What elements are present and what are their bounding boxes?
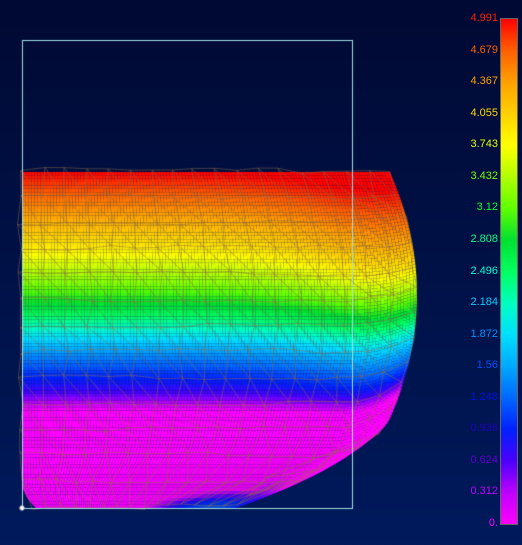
legend-tick: 3.743 [450,139,498,150]
contour-canvas [0,0,522,545]
legend-tick: 1.872 [450,329,498,340]
legend-tick: 4.367 [450,76,498,87]
legend-tick: 3.432 [450,171,498,182]
legend-tick: 4.679 [450,45,498,56]
legend-tick: 2.496 [450,266,498,277]
legend-labels: 4.9914.6794.3674.0553.7433.4323.122.8082… [450,18,498,523]
legend-tick: 0. [450,518,498,529]
legend-tick: 1.248 [450,392,498,403]
legend-tick: 4.991 [450,13,498,24]
legend-tick: 0.936 [450,423,498,434]
color-legend: 4.9914.6794.3674.0553.7433.4323.122.8082… [448,18,518,528]
legend-tick: 0.624 [450,455,498,466]
legend-color-bar [500,18,518,525]
legend-tick: 1.56 [450,360,498,371]
fem-contour-plot: 4.991 4.679 4.367 4.055 3.743 3.432 3.12 2.808 2… [0,0,522,545]
legend-tick: 2.808 [450,234,498,245]
legend-tick: 0.312 [450,486,498,497]
legend-tick: 3.12 [450,202,498,213]
legend-tick: 2.184 [450,297,498,308]
legend-tick: 4.055 [450,108,498,119]
